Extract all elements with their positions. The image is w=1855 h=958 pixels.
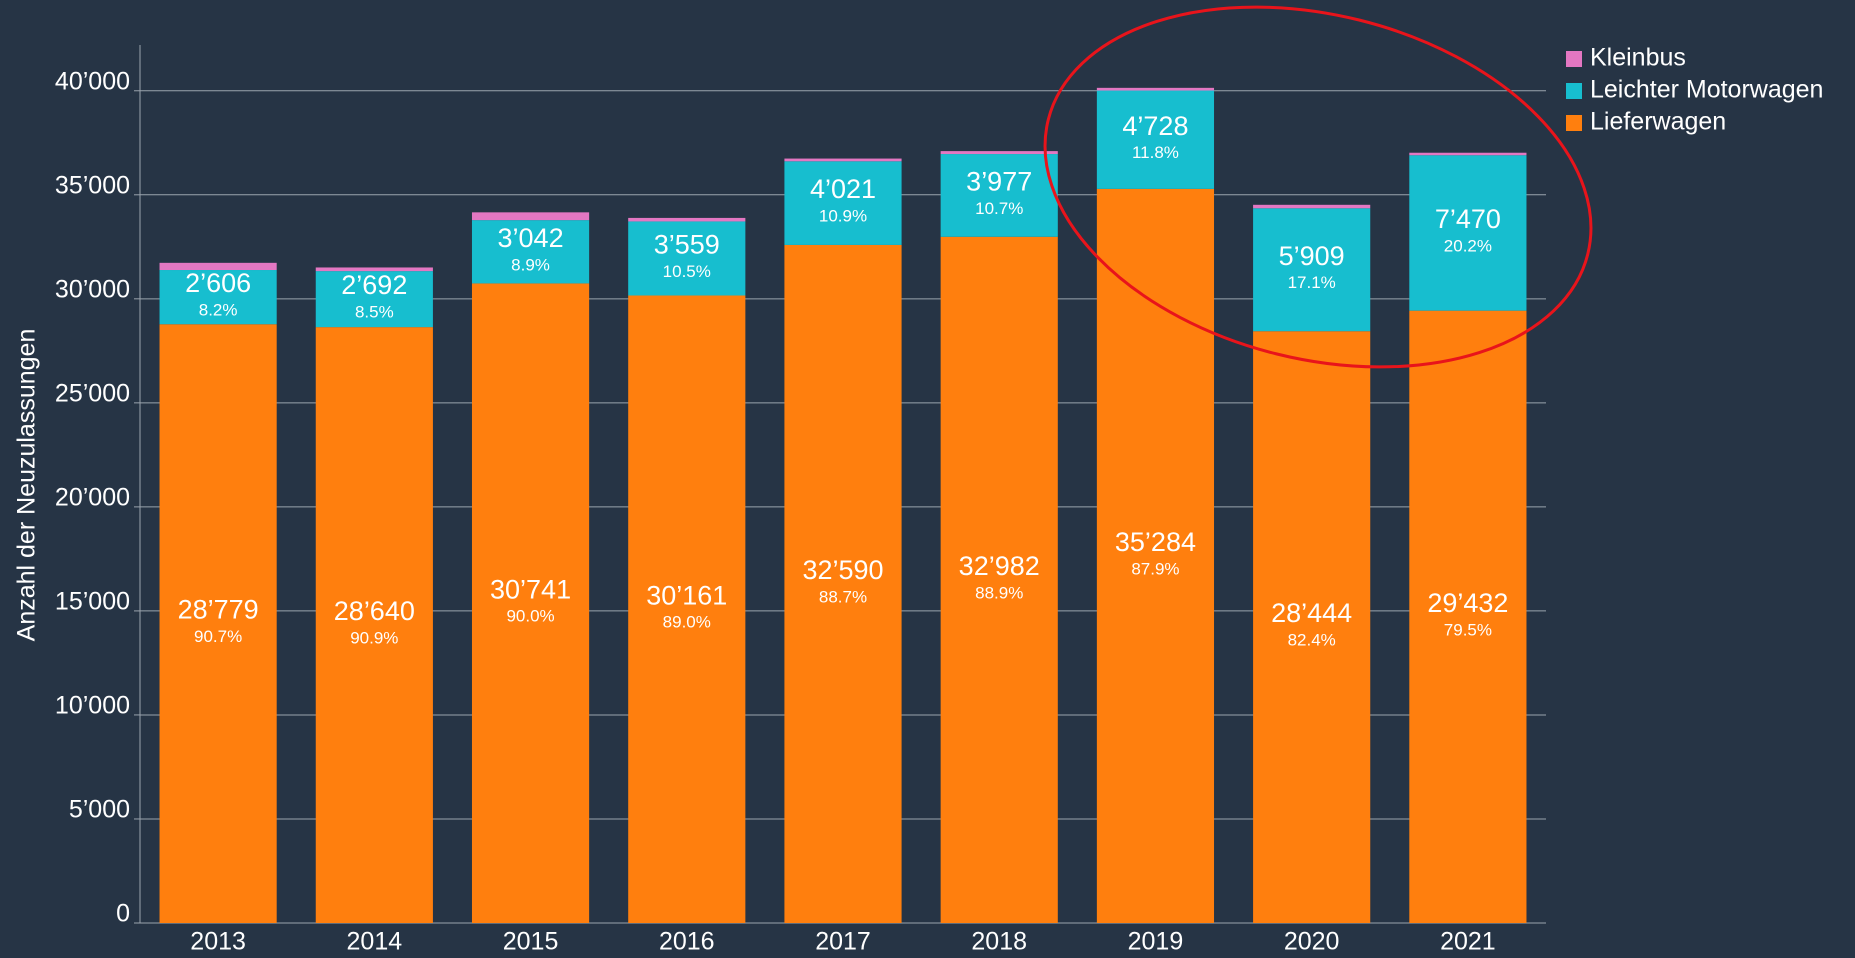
y-tick-label: 5’000 bbox=[69, 796, 130, 824]
value-label: 32’982 bbox=[959, 551, 1040, 581]
value-label: 4’021 bbox=[810, 174, 876, 204]
bar-segment bbox=[628, 295, 746, 923]
plot: 0 5’000 10’000 15’000 20’000 25’000 30’000 35’0… bbox=[55, 44, 1824, 956]
y-tick-label: 0 bbox=[116, 900, 130, 928]
y-axis-title: Anzahl der Neuzulassungen bbox=[13, 329, 41, 642]
bar-segment bbox=[940, 236, 1058, 924]
value-label: 35’284 bbox=[1115, 527, 1196, 557]
value-label: 28’779 bbox=[178, 595, 259, 625]
share-label: 90.9% bbox=[350, 629, 398, 648]
y-tick-label: 15’000 bbox=[55, 588, 130, 616]
bar-segment bbox=[1409, 310, 1527, 924]
bar-segment bbox=[784, 158, 902, 162]
x-tick-label: 2021 bbox=[1440, 928, 1496, 956]
value-label: 4’728 bbox=[1122, 111, 1188, 141]
x-tick-label: 2019 bbox=[1128, 928, 1184, 956]
bar-segment bbox=[159, 262, 277, 271]
bar-segment bbox=[1096, 87, 1215, 91]
bar-segment bbox=[628, 221, 746, 296]
y-tick-label: 10’000 bbox=[55, 692, 130, 720]
legend-label: Kleinbus bbox=[1590, 44, 1686, 72]
bar-segment bbox=[471, 283, 590, 924]
bar-segment bbox=[628, 217, 746, 222]
value-label: 28’444 bbox=[1271, 598, 1352, 628]
bar-segment bbox=[1096, 90, 1215, 189]
bar-segment bbox=[1253, 204, 1371, 209]
x-tick-label: 2020 bbox=[1284, 928, 1340, 956]
value-label: 3’042 bbox=[498, 223, 564, 253]
share-label: 10.5% bbox=[663, 262, 711, 281]
legend-label: Lieferwagen bbox=[1590, 108, 1726, 136]
value-label: 5’909 bbox=[1279, 241, 1345, 271]
share-label: 90.7% bbox=[194, 627, 242, 646]
share-label: 8.2% bbox=[199, 301, 238, 320]
x-tick-label: 2013 bbox=[190, 928, 246, 956]
share-label: 87.9% bbox=[1131, 559, 1179, 578]
bar-segment bbox=[471, 220, 590, 284]
bar-segment bbox=[315, 267, 433, 272]
y-tick-label: 25’000 bbox=[55, 379, 130, 407]
share-label: 88.7% bbox=[819, 587, 867, 606]
share-label: 8.9% bbox=[511, 255, 550, 274]
value-label: 7’470 bbox=[1435, 204, 1501, 234]
value-label: 2’692 bbox=[341, 270, 407, 300]
share-label: 8.5% bbox=[355, 303, 394, 322]
x-tick-label: 2017 bbox=[815, 928, 871, 956]
bar-segment bbox=[1409, 152, 1527, 156]
bar-segment bbox=[159, 324, 277, 923]
value-label: 30’741 bbox=[490, 574, 571, 604]
value-label: 32’590 bbox=[802, 555, 883, 585]
share-label: 17.1% bbox=[1288, 273, 1336, 292]
x-tick-label: 2018 bbox=[971, 928, 1027, 956]
value-label: 3’977 bbox=[966, 167, 1032, 197]
y-tick-label: 20’000 bbox=[55, 483, 130, 511]
bar-segment bbox=[784, 161, 902, 245]
bar-segment bbox=[1253, 208, 1371, 332]
bar-segment bbox=[1096, 188, 1215, 923]
y-tick-label: 40’000 bbox=[55, 67, 130, 95]
value-label: 29’432 bbox=[1427, 588, 1508, 618]
y-tick-label: 35’000 bbox=[55, 171, 130, 199]
value-label: 30’161 bbox=[646, 580, 727, 610]
share-label: 88.9% bbox=[975, 583, 1023, 602]
bar-segment bbox=[1253, 331, 1371, 924]
bar-segment bbox=[315, 327, 433, 923]
x-tick-label: 2014 bbox=[347, 928, 403, 956]
value-label: 3’559 bbox=[654, 230, 720, 260]
bar-segment bbox=[784, 244, 902, 924]
y-tick-label: 30’000 bbox=[55, 275, 130, 303]
legend-swatch bbox=[1566, 115, 1582, 131]
legend-swatch bbox=[1566, 83, 1582, 99]
legend-swatch bbox=[1566, 51, 1582, 67]
bar-segment bbox=[315, 271, 433, 328]
bar-segment bbox=[471, 212, 590, 221]
value-label: 28’640 bbox=[334, 596, 415, 626]
bar-segment bbox=[940, 151, 1058, 155]
share-label: 89.0% bbox=[663, 613, 711, 632]
bar-segment bbox=[159, 270, 277, 325]
legend-label: Leichter Motorwagen bbox=[1590, 76, 1823, 104]
share-label: 90.0% bbox=[506, 607, 554, 626]
bar-segment bbox=[940, 154, 1058, 237]
value-label: 2’606 bbox=[185, 268, 251, 298]
share-label: 20.2% bbox=[1444, 236, 1492, 255]
share-label: 82.4% bbox=[1288, 631, 1336, 650]
share-label: 79.5% bbox=[1444, 620, 1492, 639]
x-tick-label: 2015 bbox=[503, 928, 559, 956]
share-label: 11.8% bbox=[1132, 143, 1179, 162]
bar-segment bbox=[1409, 155, 1527, 311]
highlight-ellipse bbox=[1043, 5, 1593, 369]
x-tick-label: 2016 bbox=[659, 928, 715, 956]
share-label: 10.9% bbox=[819, 207, 867, 226]
share-label: 10.7% bbox=[975, 199, 1023, 218]
